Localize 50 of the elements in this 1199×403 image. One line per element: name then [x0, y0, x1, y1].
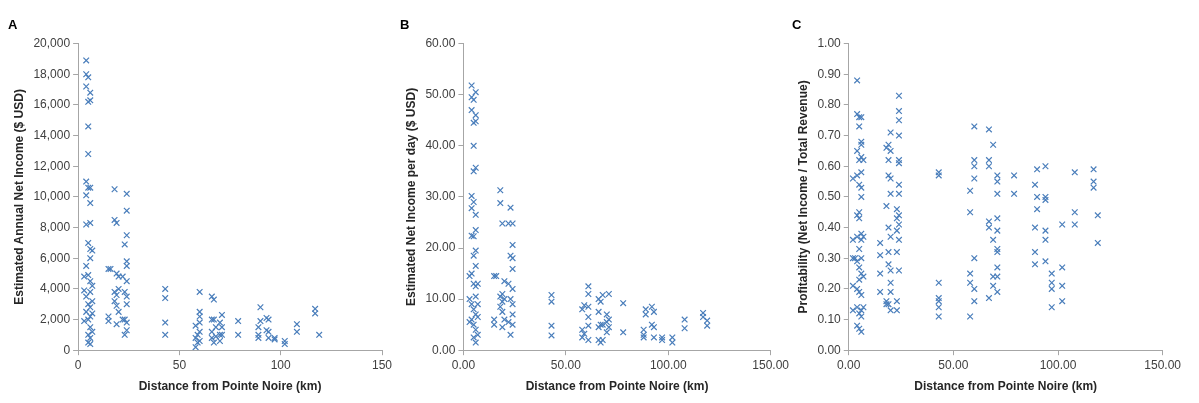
y-tick-label: 0.20: [817, 281, 842, 296]
y-tick-label: 0: [63, 342, 71, 357]
x-tick-label: 100.00: [1039, 357, 1077, 372]
x-tick-label: 150.00: [1144, 357, 1182, 372]
y-tick-label: 0.00: [817, 342, 842, 357]
y-tick-label: 1.00: [817, 35, 842, 50]
y-tick-label: 20,000: [33, 35, 71, 50]
x-tick-label: 50: [172, 357, 187, 372]
x-tick-label: 0.00: [837, 357, 861, 372]
x-tick-label: 0.00: [451, 357, 476, 372]
x-tick-label: 50.00: [550, 357, 582, 372]
y-tick-label: 0.40: [817, 219, 842, 234]
y-tick-label: 30.00: [425, 189, 456, 204]
x-tick-label: 100: [270, 357, 292, 372]
x-tick-label: 50.00: [938, 357, 969, 372]
y-axis-title: Estimated Annual Net Income ($ USD): [11, 89, 26, 305]
y-tick-label: 18,000: [33, 66, 71, 81]
y-tick-label: 40.00: [425, 138, 456, 153]
x-tick-label: 100.00: [649, 357, 687, 372]
y-tick-label: 60.00: [425, 35, 456, 50]
y-tick-label: 14,000: [33, 127, 71, 142]
y-tick-label: 0.90: [817, 66, 842, 81]
y-tick-label: 0.60: [817, 158, 842, 173]
chart-title: A: [8, 17, 18, 33]
x-tick-label: 0: [74, 357, 82, 372]
y-tick-label: 50.00: [425, 87, 456, 102]
y-tick-label: 0.80: [817, 97, 842, 112]
x-tick-label: 150: [371, 357, 393, 372]
x-tick-label: 150.00: [752, 357, 790, 372]
y-tick-label: 0.00: [432, 342, 456, 357]
y-axis-title: Profitability (Net Income / Total Revenue): [795, 80, 810, 314]
y-tick-label: 16,000: [33, 97, 71, 112]
x-axis-title: Distance from Pointe Noire (km): [525, 379, 709, 394]
y-tick-label: 4,000: [40, 281, 71, 296]
y-tick-label: 20.00: [425, 240, 456, 255]
y-tick-label: 2,000: [40, 311, 71, 326]
chart-title: C: [792, 17, 802, 33]
y-tick-label: 12,000: [33, 158, 71, 173]
y-tick-label: 10.00: [425, 291, 456, 306]
y-tick-label: 0.50: [817, 189, 842, 204]
y-axis-title: Estimated Net Income per day ($ USD): [403, 87, 418, 306]
y-tick-label: 10,000: [33, 189, 71, 204]
y-tick-label: 8,000: [40, 219, 71, 234]
y-tick-label: 0.30: [817, 250, 842, 265]
y-tick-label: 0.70: [817, 127, 842, 142]
x-axis-title: Distance from Pointe Noire (km): [138, 379, 322, 394]
y-tick-label: 6,000: [40, 250, 71, 265]
chart-title: B: [400, 17, 410, 33]
y-tick-label: 0.10: [817, 311, 842, 326]
x-axis-title: Distance from Pointe Noire (km): [914, 379, 1098, 394]
